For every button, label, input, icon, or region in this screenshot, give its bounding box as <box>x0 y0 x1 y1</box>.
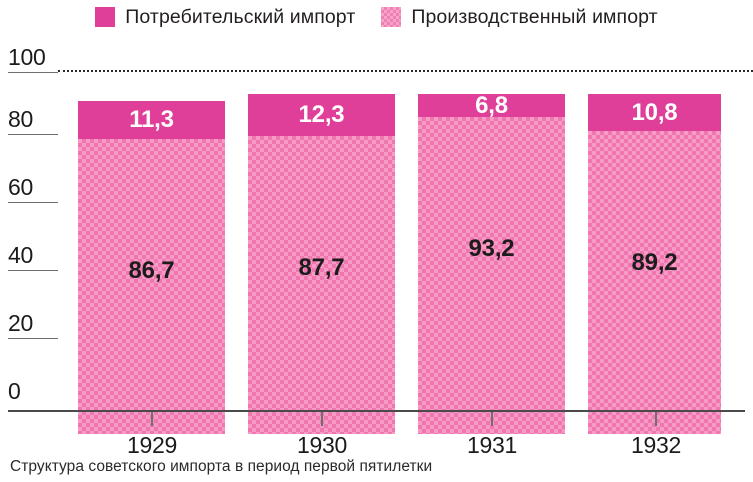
y-axis-rule-100 <box>8 72 58 73</box>
bar-value-consumer-1931: 6,8 <box>475 91 508 119</box>
x-axis-label-1930: 1930 <box>297 432 347 458</box>
bar-segment-consumer-1932[interactable]: 10,8 <box>588 94 721 131</box>
y-axis-label-40: 40 <box>8 242 33 268</box>
bar-value-industrial-1929: 86,7 <box>128 257 175 284</box>
bar-value-industrial-1931: 93,2 <box>468 235 515 262</box>
x-axis-label-1932: 1932 <box>631 432 681 458</box>
x-axis-tick-mark-1930 <box>321 412 323 426</box>
hatched-pink-swatch-icon <box>381 7 402 27</box>
bar-segment-industrial-1932[interactable]: 89,2 <box>588 131 721 434</box>
legend-item-industrial: Производственный импорт <box>381 5 658 29</box>
bar-segment-industrial-1929[interactable]: 86,7 <box>78 139 225 434</box>
y-axis-label-0: 0 <box>8 378 21 404</box>
bar-group-1929[interactable]: 86,7 11,3 <box>78 58 225 434</box>
y-axis-label-80: 80 <box>8 106 33 132</box>
bar-value-consumer-1930: 12,3 <box>298 101 345 128</box>
y-axis-label-100: 100 <box>8 44 46 70</box>
chart-caption: Структура советского импорта в период пе… <box>10 458 433 475</box>
y-axis-rule-80 <box>8 134 58 135</box>
y-axis-rule-20 <box>8 338 58 339</box>
solid-magenta-swatch-icon <box>95 7 116 27</box>
bar-group-1932[interactable]: 89,2 10,8 <box>588 58 721 434</box>
chart-legend: Потребительский импорт Производственный … <box>0 0 753 34</box>
bar-segment-industrial-1931[interactable]: 93,2 <box>418 117 565 434</box>
bar-value-consumer-1932: 10,8 <box>631 98 678 126</box>
bar-segment-consumer-1931[interactable]: 6,8 <box>418 91 565 119</box>
chart-plot-area: 100 80 60 40 20 0 86,7 11,3 87,7 12,3 <box>0 34 753 458</box>
bar-value-industrial-1930: 87,7 <box>298 254 345 281</box>
bar-group-1931[interactable]: 93,2 6,8 <box>418 58 565 434</box>
y-axis-label-60: 60 <box>8 174 33 200</box>
x-axis-tick-mark-1929 <box>151 412 153 426</box>
bar-value-consumer-1929: 11,3 <box>129 106 174 133</box>
reference-line-100 <box>58 70 753 72</box>
x-axis-label-1929: 1929 <box>127 432 177 458</box>
bar-segment-consumer-1930[interactable]: 12,3 <box>248 94 395 136</box>
legend-item-consumer: Потребительский импорт <box>95 6 355 29</box>
y-axis-rule-40 <box>8 270 58 271</box>
x-axis-tick-mark-1931 <box>491 412 493 426</box>
y-axis-rule-60 <box>8 202 58 203</box>
bar-segment-industrial-1930[interactable]: 87,7 <box>248 136 395 434</box>
legend-label-industrial: Производственный импорт <box>411 5 658 28</box>
legend-label-consumer: Потребительский импорт <box>125 5 356 28</box>
bar-value-industrial-1932: 89,2 <box>631 249 678 276</box>
x-axis-label-1931: 1931 <box>467 432 517 458</box>
bar-group-1930[interactable]: 87,7 12,3 <box>248 58 395 434</box>
bar-segment-consumer-1929[interactable]: 11,3 <box>78 101 225 139</box>
x-axis-line <box>8 410 745 412</box>
y-axis-label-20: 20 <box>8 310 33 336</box>
x-axis-tick-mark-1932 <box>655 412 657 426</box>
